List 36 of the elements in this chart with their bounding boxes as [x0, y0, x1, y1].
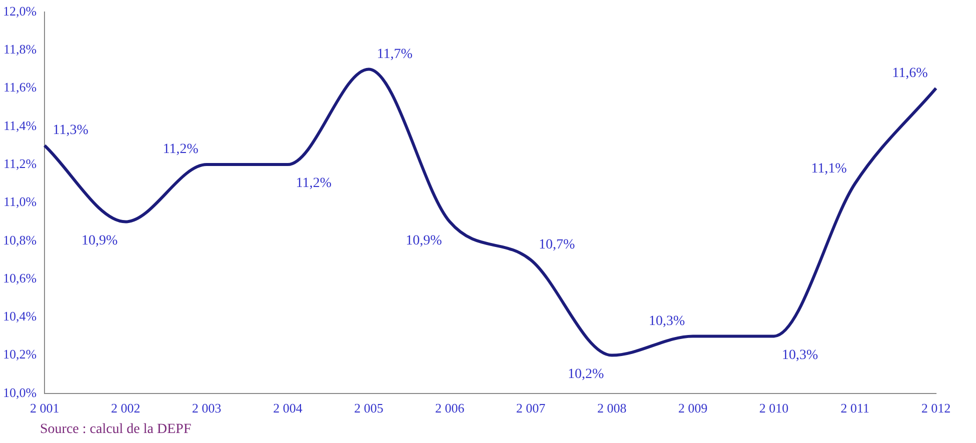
x-tick-label: 2 007 [516, 400, 546, 416]
y-tick-label: 10,8% [2, 232, 37, 248]
data-label: 10,3% [782, 348, 818, 363]
y-tick-label: 10,6% [2, 270, 37, 286]
data-label: 10,7% [538, 238, 576, 253]
y-tick-label: 11,6% [3, 80, 37, 95]
x-tick-label: 2 004 [273, 400, 303, 416]
data-label: 11,3% [52, 123, 89, 138]
data-label: 11,2% [296, 176, 332, 192]
x-tick-label: 2 002 [110, 400, 140, 416]
y-tick-label: 11,8% [3, 42, 37, 57]
data-label: 11,6% [892, 66, 928, 81]
y-tick-label: 11,2% [3, 156, 37, 171]
x-tick-label: 2 001 [30, 400, 60, 416]
x-tick-label: 2 009 [678, 400, 708, 416]
data-label: 11,7% [376, 46, 413, 62]
y-tick-label: 11,4% [3, 118, 37, 133]
data-label: 10,2% [568, 366, 604, 382]
x-tick-label: 2 010 [759, 400, 789, 416]
x-tick-label: 2 011 [840, 400, 870, 416]
x-tick-label: 2 012 [921, 400, 951, 416]
source-note: Source : calcul de la DEPF [40, 422, 192, 438]
y-tick-label: 10,2% [2, 346, 37, 362]
data-label: 11,1% [811, 161, 848, 176]
data-label: 11,2% [162, 142, 199, 158]
y-tick-label: 11,0% [3, 194, 37, 210]
data-label: 10,3% [648, 314, 686, 329]
x-tick-label: 2 003 [192, 400, 222, 416]
y-tick-label: 10,0% [2, 384, 37, 400]
x-tick-label: 2 006 [435, 400, 465, 416]
y-tick-label: 12,0% [2, 3, 37, 18]
x-tick-label: 2 008 [597, 400, 626, 416]
x-tick-label: 2 005 [354, 400, 384, 416]
data-label: 10,9% [82, 233, 118, 248]
data-label: 10,9% [406, 233, 442, 248]
y-tick-label: 10,4% [2, 308, 37, 324]
